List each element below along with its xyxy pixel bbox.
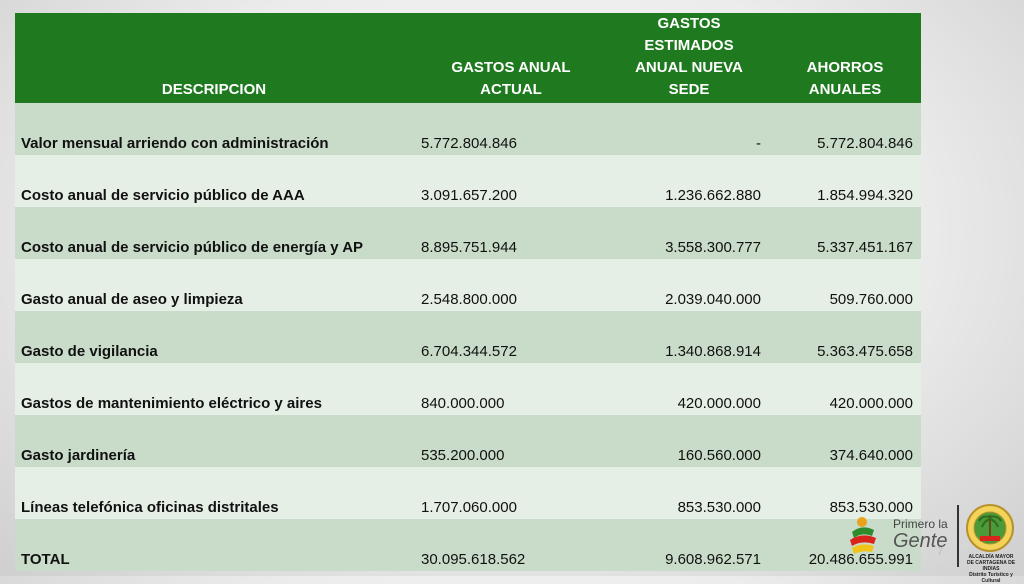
row-gasto-actual: 2.548.800.000 (413, 259, 609, 311)
row-ahorro: 5.772.804.846 (769, 103, 921, 155)
header-ahorros: AHORROS ANUALES (769, 13, 921, 103)
row-gasto-actual: 840.000.000 (413, 363, 609, 415)
row-gasto-estimado: 1.236.662.880 (609, 155, 769, 207)
total-ahorro: 20.486.655.991 (769, 519, 921, 571)
seal-caption: ALCALDÍA MAYOR DE CARTAGENA DE INDIAS Di… (962, 554, 1020, 584)
row-ahorro: 5.337.451.167 (769, 207, 921, 259)
alcaldia-seal-icon (966, 504, 1014, 552)
row-description: Valor mensual arriendo con administració… (15, 103, 413, 155)
row-description: Líneas telefónica oficinas distritales (15, 467, 413, 519)
row-gasto-estimado: - (609, 103, 769, 155)
row-description: Gasto anual de aseo y limpieza (15, 259, 413, 311)
row-gasto-estimado: 853.530.000 (609, 467, 769, 519)
row-gasto-estimado: 1.340.868.914 (609, 311, 769, 363)
table-row: Costo anual de servicio público de AAA 3… (15, 155, 921, 207)
row-gasto-actual: 3.091.657.200 (413, 155, 609, 207)
brand-line-1: Primero la (893, 517, 948, 531)
table-row: Líneas telefónica oficinas distritales 1… (15, 467, 921, 519)
brand-wordmark: Primero la Gente (893, 517, 948, 552)
row-gasto-actual: 6.704.344.572 (413, 311, 609, 363)
row-ahorro: 853.530.000 (769, 467, 921, 519)
brand-line-2: Gente (893, 530, 948, 552)
table-total-row: TOTAL 30.095.618.562 9.608.962.571 20.48… (15, 519, 921, 571)
table-row: Valor mensual arriendo con administració… (15, 103, 921, 155)
row-ahorro: 5.363.475.658 (769, 311, 921, 363)
row-gasto-actual: 1.707.060.000 (413, 467, 609, 519)
row-description: Gasto de vigilancia (15, 311, 413, 363)
primero-la-gente-logo (850, 517, 876, 554)
seal-caption-line-1: ALCALDÍA MAYOR (968, 554, 1014, 560)
row-gasto-estimado: 3.558.300.777 (609, 207, 769, 259)
row-gasto-actual: 535.200.000 (413, 415, 609, 467)
gastos-table-container: DESCRIPCION GASTOS ANUAL ACTUAL GASTOS ES… (15, 13, 921, 571)
table-row: Costo anual de servicio público de energ… (15, 207, 921, 259)
row-description: Gasto jardinería (15, 415, 413, 467)
row-ahorro: 374.640.000 (769, 415, 921, 467)
header-descripcion: DESCRIPCION (15, 13, 413, 103)
row-gasto-estimado: 420.000.000 (609, 363, 769, 415)
header-gastos-estimados: GASTOS ESTIMADOS ANUAL NUEVA SEDE (609, 13, 769, 103)
page-number: 7 (937, 546, 944, 558)
total-gasto-estimado: 9.608.962.571 (609, 519, 769, 571)
seal-caption-line-2: DE CARTAGENA DE INDIAS (966, 560, 1016, 572)
table-row: Gastos de mantenimiento eléctrico y aire… (15, 363, 921, 415)
gastos-table: DESCRIPCION GASTOS ANUAL ACTUAL GASTOS ES… (15, 13, 921, 571)
row-gasto-estimado: 2.039.040.000 (609, 259, 769, 311)
seal-caption-line-3: Distrito Turístico y Cultural (969, 572, 1013, 584)
total-gasto-actual: 30.095.618.562 (413, 519, 609, 571)
table-header-row: DESCRIPCION GASTOS ANUAL ACTUAL GASTOS ES… (15, 13, 921, 103)
row-gasto-actual: 5.772.804.846 (413, 103, 609, 155)
row-description: Costo anual de servicio público de AAA (15, 155, 413, 207)
row-gasto-estimado: 160.560.000 (609, 415, 769, 467)
row-ahorro: 1.854.994.320 (769, 155, 921, 207)
total-label: TOTAL (15, 519, 413, 571)
row-description: Gastos de mantenimiento eléctrico y aire… (15, 363, 413, 415)
row-description: Costo anual de servicio público de energ… (15, 207, 413, 259)
table-row: Gasto jardinería 535.200.000 160.560.000… (15, 415, 921, 467)
row-gasto-actual: 8.895.751.944 (413, 207, 609, 259)
header-gastos-actual: GASTOS ANUAL ACTUAL (413, 13, 609, 103)
table-row: Gasto anual de aseo y limpieza 2.548.800… (15, 259, 921, 311)
table-row: Gasto de vigilancia 6.704.344.572 1.340.… (15, 311, 921, 363)
row-ahorro: 509.760.000 (769, 259, 921, 311)
row-ahorro: 420.000.000 (769, 363, 921, 415)
footer-divider (957, 505, 959, 567)
